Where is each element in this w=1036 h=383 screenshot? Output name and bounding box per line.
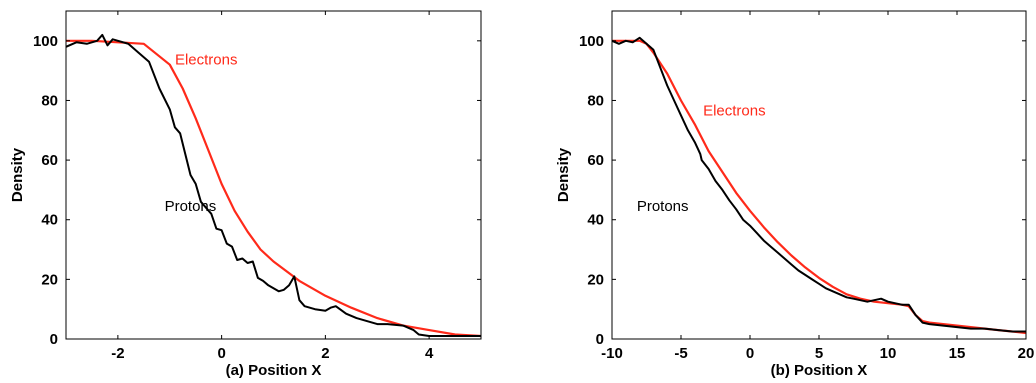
x-tick-label: 20 [1018,345,1035,362]
y-tick-label: 80 [587,92,604,109]
x-tick-label: 10 [880,345,897,362]
y-tick-label: 40 [41,212,58,229]
y-tick-label: 0 [50,331,58,348]
plot-frame [611,10,1027,340]
x-tick-label: -5 [674,345,687,362]
annotation-electrons: Electrons [703,102,766,119]
x-tick-label: 2 [321,345,329,362]
x-axis-label: (a) Position X [226,362,322,379]
y-tick-label: 0 [596,331,604,348]
y-tick-label: 20 [41,271,58,288]
chart-panel-b: -10 -5 0 5 10 15 20 0 20 40 60 80 100 (b) Position X D… [555,10,1035,379]
x-tick-label: 15 [949,345,966,362]
y-tick-label: 100 [579,33,604,50]
x-axis-label: (b) Position X [771,362,868,379]
x-tick-label: -10 [601,345,623,362]
y-tick-label: 100 [33,33,58,50]
y-tick-label: 20 [587,271,604,288]
annotation-protons: Protons [165,198,217,215]
series-line-electrons [612,39,1027,335]
y-axis-label: Density [555,147,572,202]
annotation-electrons: Electrons [175,52,238,69]
x-tick-label: 4 [425,345,434,362]
y-axis-label: Density [9,147,26,202]
x-tick-label: 0 [217,345,225,362]
series-line-protons [65,33,481,337]
annotation-protons: Protons [637,198,689,215]
series-line-protons [611,36,1026,333]
x-tick-label: -2 [111,345,124,362]
y-tick-label: 60 [41,152,58,169]
x-tick-label: 5 [815,345,823,362]
y-tick-label: 60 [587,152,604,169]
y-tick-label: 40 [587,212,604,229]
x-tick-label: 0 [746,345,754,362]
y-tick-label: 80 [41,92,58,109]
plot-frame [65,10,482,340]
series-line-electrons [66,39,482,338]
